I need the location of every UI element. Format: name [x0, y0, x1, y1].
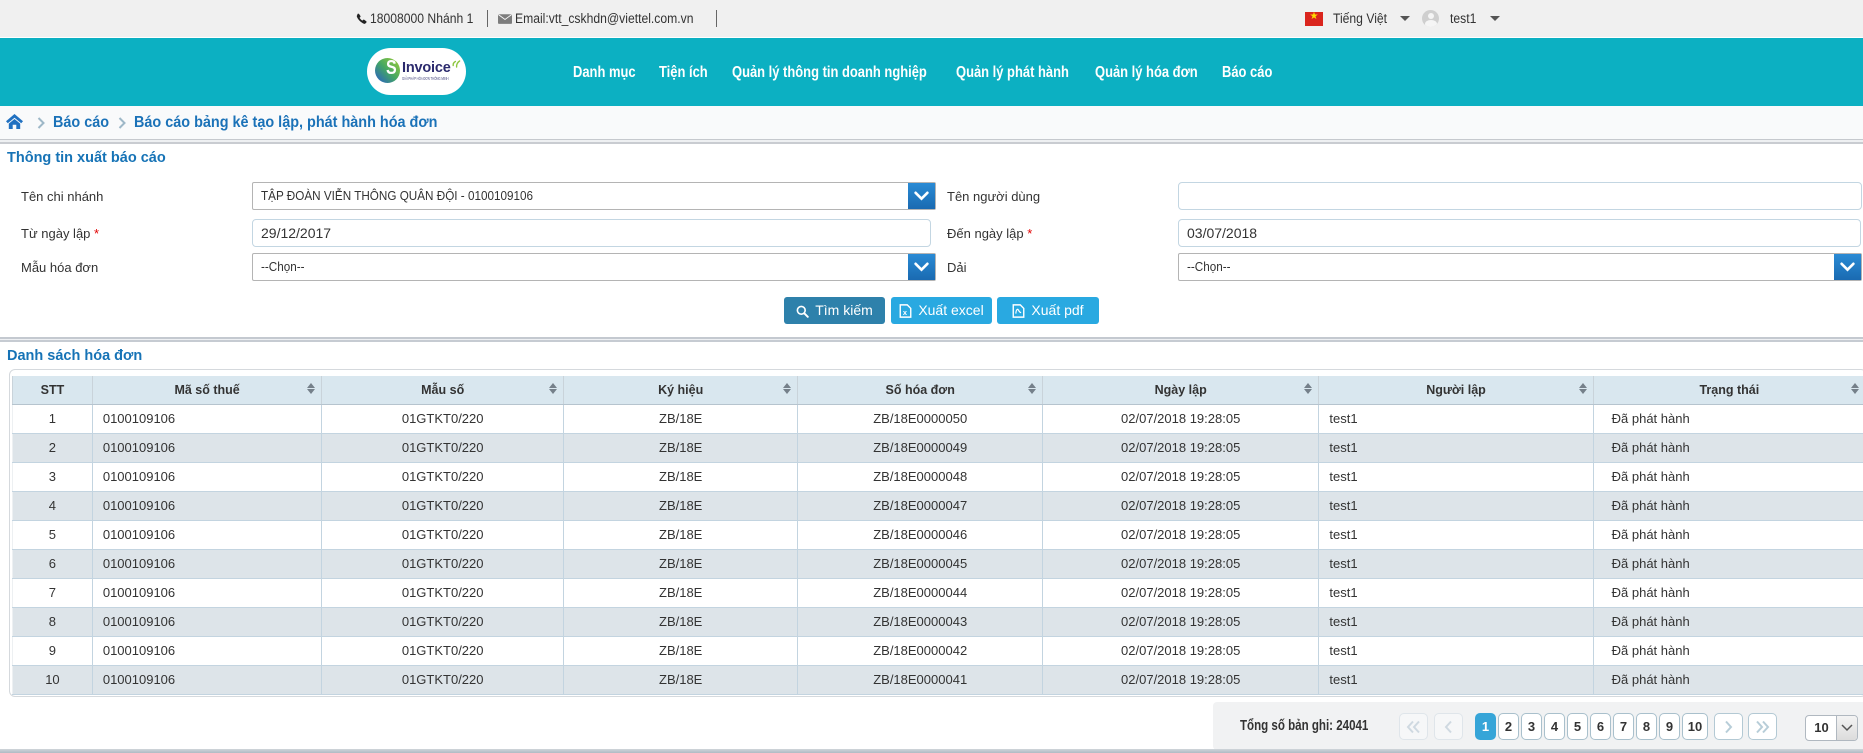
svg-text:x: x: [903, 308, 908, 317]
